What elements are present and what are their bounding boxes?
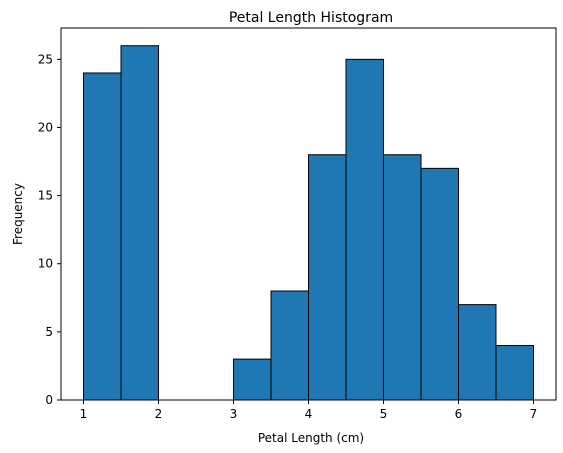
histogram-bar	[120, 45, 159, 401]
x-axis-ticks: 1 2 3 4 5 6 7	[80, 400, 538, 421]
y-tick-label: 0	[45, 393, 53, 407]
x-tick-label: 6	[455, 407, 463, 421]
y-tick-label: 5	[45, 325, 53, 339]
histogram-bar	[495, 344, 534, 401]
bars-group	[83, 45, 534, 401]
histogram-bar	[345, 58, 384, 401]
plot-frame	[60, 27, 557, 401]
y-tick-label: 25	[38, 52, 53, 66]
x-tick-label: 2	[155, 407, 163, 421]
x-tick-label: 3	[230, 407, 238, 421]
y-axis-label: Frequency	[11, 183, 25, 245]
y-tick-label: 20	[38, 120, 53, 134]
x-tick-label: 4	[305, 407, 313, 421]
histogram-bar	[270, 290, 309, 401]
y-axis-ticks: 0 5 10 15 20 25	[38, 52, 61, 407]
histogram-bar	[233, 358, 272, 401]
x-tick-label: 7	[530, 407, 538, 421]
histogram-bar	[383, 154, 422, 401]
histogram-bar	[420, 167, 459, 401]
x-tick-label: 1	[80, 407, 88, 421]
x-axis-label: Petal Length (cm)	[258, 431, 364, 445]
histogram-bar	[83, 72, 122, 401]
x-tick-label: 5	[380, 407, 388, 421]
chart-title: Petal Length Histogram	[229, 10, 393, 26]
y-tick-label: 10	[38, 257, 53, 271]
y-tick-label: 15	[38, 189, 53, 203]
histogram-bar	[458, 304, 497, 401]
histogram-bar	[308, 154, 347, 401]
